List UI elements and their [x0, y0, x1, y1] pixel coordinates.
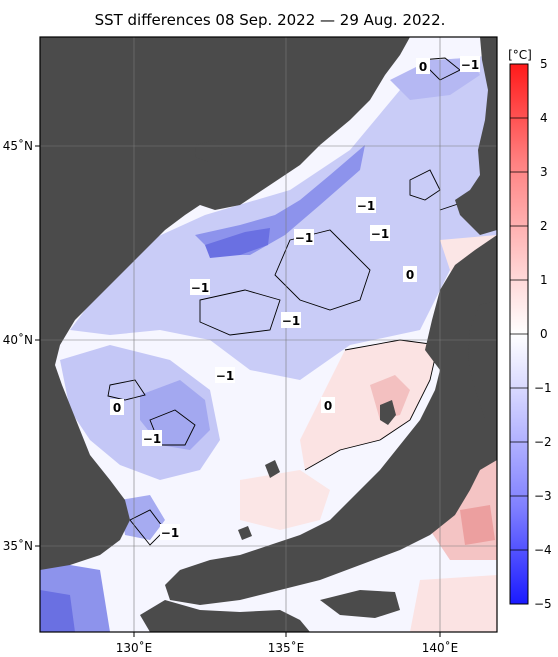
map-title: SST differences 08 Sep. 2022 — 29 Aug. 2… [95, 11, 446, 29]
contour-label: −1 [191, 281, 209, 295]
contour-label: −1 [161, 526, 179, 540]
land [40, 37, 497, 632]
contour-label: −1 [216, 369, 234, 383]
colorbar-tick-label: 5 [540, 57, 548, 71]
contour-labels: 0 −1 −1 −1 −1 0 −1 −1 −1 0 0 −1 −1 [110, 56, 480, 540]
graticule [40, 37, 497, 632]
colorbar-tick-label: −5 [534, 597, 552, 611]
map-frame [39, 36, 498, 633]
colorbar-tick-label: −1 [534, 381, 552, 395]
y-tick-label: 40˚N [3, 332, 33, 347]
colorbar: [°C] 5 4 3 2 1 0 −1 −2 −3 −4 −5 [508, 48, 552, 611]
x-tick-label: 140˚E [422, 640, 459, 655]
colorbar-tick-label: −3 [534, 489, 552, 503]
map-panel: 0 −1 −1 −1 −1 0 −1 −1 −1 0 0 −1 −1 [40, 37, 497, 632]
contour-label: 0 [419, 60, 427, 74]
contour-label: 0 [113, 401, 121, 415]
contour-label: 0 [406, 268, 414, 282]
x-tick-label: 135˚E [268, 640, 305, 655]
colorbar-tick-label: −4 [534, 543, 552, 557]
colorbar-unit: [°C] [508, 48, 532, 62]
contour-label: −1 [371, 227, 389, 241]
contour-label: −1 [282, 314, 300, 328]
contour-label: 0 [324, 399, 332, 413]
axis-tick-marks [35, 145, 441, 637]
colorbar-tick-label: 0 [540, 327, 548, 341]
colorbar-tick-label: −2 [534, 435, 552, 449]
contour-lines [107, 57, 497, 546]
colorbar-tick-label: 4 [540, 111, 548, 125]
x-tick-label: 130˚E [116, 640, 153, 655]
colorbar-tick-label: 3 [540, 165, 548, 179]
colorbar-tick-label: 1 [540, 273, 548, 287]
contour-label: −1 [461, 58, 479, 72]
colorbar-tick-label: 2 [540, 219, 548, 233]
y-tick-label: 35˚N [3, 538, 33, 553]
contour-label: −1 [143, 432, 161, 446]
sst-shading [40, 55, 497, 632]
contour-label: −1 [295, 231, 313, 245]
contour-label: −1 [357, 199, 375, 213]
y-tick-label: 45˚N [3, 138, 33, 153]
